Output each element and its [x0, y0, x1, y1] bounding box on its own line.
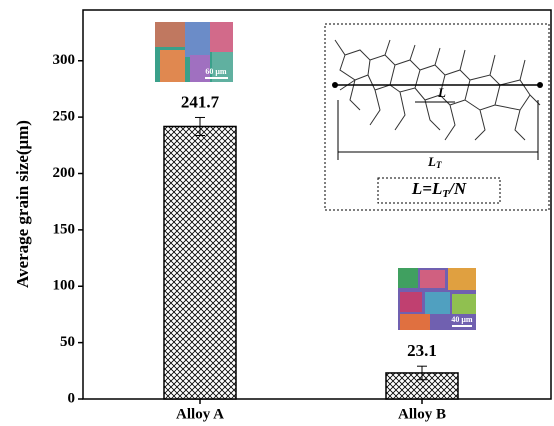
error-bar — [195, 116, 205, 136]
total-sub: T — [436, 160, 442, 170]
y-tick-label: 250 — [53, 109, 76, 125]
grain-network — [334, 39, 541, 141]
value-label: 23.1 — [407, 341, 437, 360]
formula-sub: T — [442, 188, 450, 200]
y-tick-label: 50 — [60, 334, 75, 350]
y-tick-label: 150 — [53, 221, 76, 237]
error-bar — [417, 365, 427, 381]
value-label: 241.7 — [181, 92, 220, 111]
y-tick-label: 0 — [68, 390, 76, 406]
scale-bar-label: 60 μm — [205, 67, 227, 76]
y-tick-label: 200 — [53, 165, 76, 181]
micrograph-a: 60 μm — [155, 22, 233, 82]
inset: L LT L=LT/N — [324, 23, 550, 211]
formula-rest: /N — [447, 179, 467, 198]
formula: L=LT/N — [411, 179, 467, 200]
bar — [163, 125, 237, 400]
y-tick-label: 300 — [53, 52, 76, 68]
measure-end — [332, 82, 338, 88]
plot-frame — [82, 9, 552, 400]
y-axis-label: Average grain size(μm) — [13, 120, 32, 288]
micrograph-b: 40 μm — [398, 268, 476, 330]
x-tick-label: Alloy A — [176, 406, 224, 422]
formula-frame — [377, 177, 501, 204]
total-main: L — [427, 154, 436, 169]
segment-label: L — [437, 85, 446, 100]
formula-lhs: L=L — [411, 179, 442, 198]
x-tick-label: Alloy B — [398, 406, 446, 422]
scale-bar-label: 40 μm — [451, 315, 473, 324]
total-label: LT — [427, 154, 442, 170]
y-tick-label: 100 — [53, 278, 76, 294]
inset-frame — [324, 23, 550, 211]
measure-end — [537, 82, 543, 88]
